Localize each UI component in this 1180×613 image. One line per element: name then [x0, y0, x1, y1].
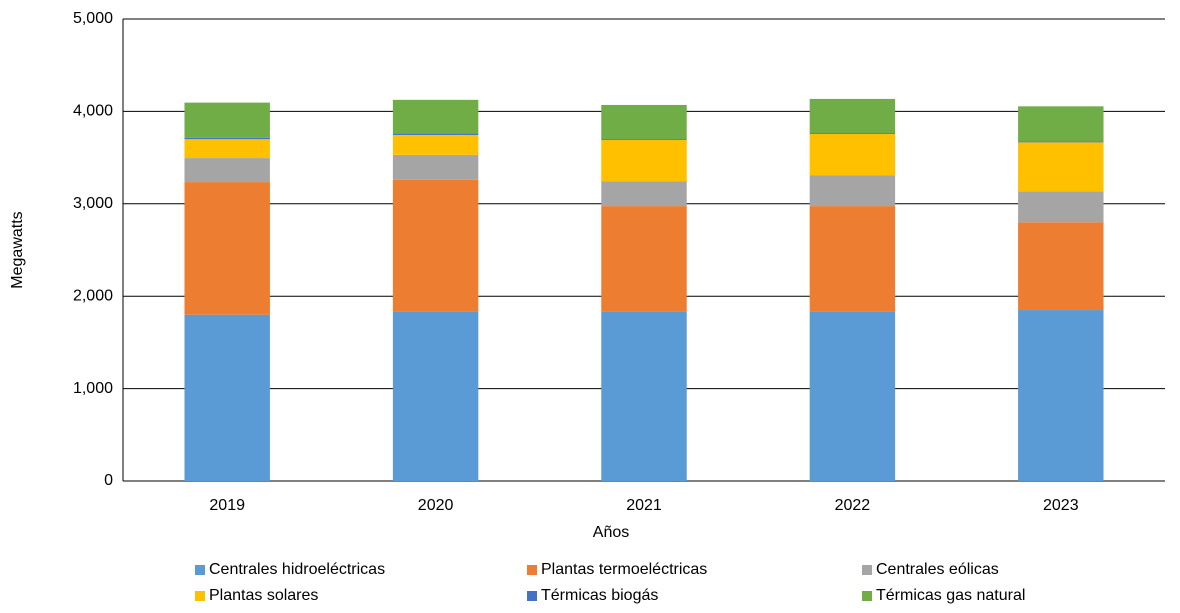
x-tick-label: 2021 [626, 497, 662, 514]
bar-segment [184, 314, 270, 481]
x-tick-label: 2023 [1043, 497, 1079, 514]
bar-segment [809, 175, 896, 207]
bar-segment [392, 179, 479, 312]
bar-segment [392, 133, 479, 135]
legend-label: Térmicas biogás [541, 587, 658, 604]
bar-segment [184, 139, 270, 159]
legend-swatch [862, 565, 872, 575]
y-tick-label: 0 [104, 472, 113, 489]
legend-label: Plantas termoeléctricas [541, 561, 707, 578]
legend-swatch [527, 591, 537, 601]
legend-label: Centrales hidroeléctricas [209, 561, 385, 578]
y-tick-label: 1,000 [73, 380, 113, 397]
legend-label: Plantas solares [209, 587, 318, 604]
y-tick-label: 2,000 [73, 287, 113, 304]
bar-segment [184, 158, 270, 183]
bar-segment [601, 311, 687, 481]
bar-segment [809, 134, 896, 176]
legend-swatch [527, 565, 537, 575]
bar-segment [1018, 310, 1104, 481]
bar-segment [1018, 142, 1104, 192]
bar-segment [184, 102, 270, 138]
bar-segment [1018, 222, 1104, 311]
bar-segment [809, 133, 896, 135]
legend-swatch [195, 565, 205, 575]
legend-swatch [862, 591, 872, 601]
y-axis-label: Megawatts [9, 211, 26, 288]
bar-segment [809, 311, 896, 481]
bar-segment [184, 182, 270, 315]
x-tick-label: 2022 [835, 497, 871, 514]
bar-segment [601, 140, 687, 182]
bar-segment [184, 137, 270, 140]
bar-segment [1018, 141, 1104, 143]
legend-label: Térmicas gas natural [876, 587, 1025, 604]
x-tick-label: 2020 [418, 497, 454, 514]
x-tick-label: 2019 [209, 497, 245, 514]
bar-segment [392, 154, 479, 180]
bar-segment [601, 139, 687, 141]
bar-segment [809, 98, 896, 134]
legend-swatch [195, 591, 205, 601]
bar-segment [601, 206, 687, 312]
bar-segment [1018, 106, 1104, 142]
bar-segment [392, 134, 479, 155]
bar-segment [809, 206, 896, 312]
x-axis-label: Años [593, 524, 629, 541]
y-tick-label: 5,000 [73, 10, 113, 27]
bar-segment [601, 104, 687, 140]
legend-label: Centrales eólicas [876, 561, 999, 578]
y-tick-label: 3,000 [73, 195, 113, 212]
bar-segment [601, 181, 687, 207]
bar-segment [392, 311, 479, 481]
y-tick-label: 4,000 [73, 103, 113, 120]
bar-segment [392, 99, 479, 134]
bar-segment [1018, 191, 1104, 223]
